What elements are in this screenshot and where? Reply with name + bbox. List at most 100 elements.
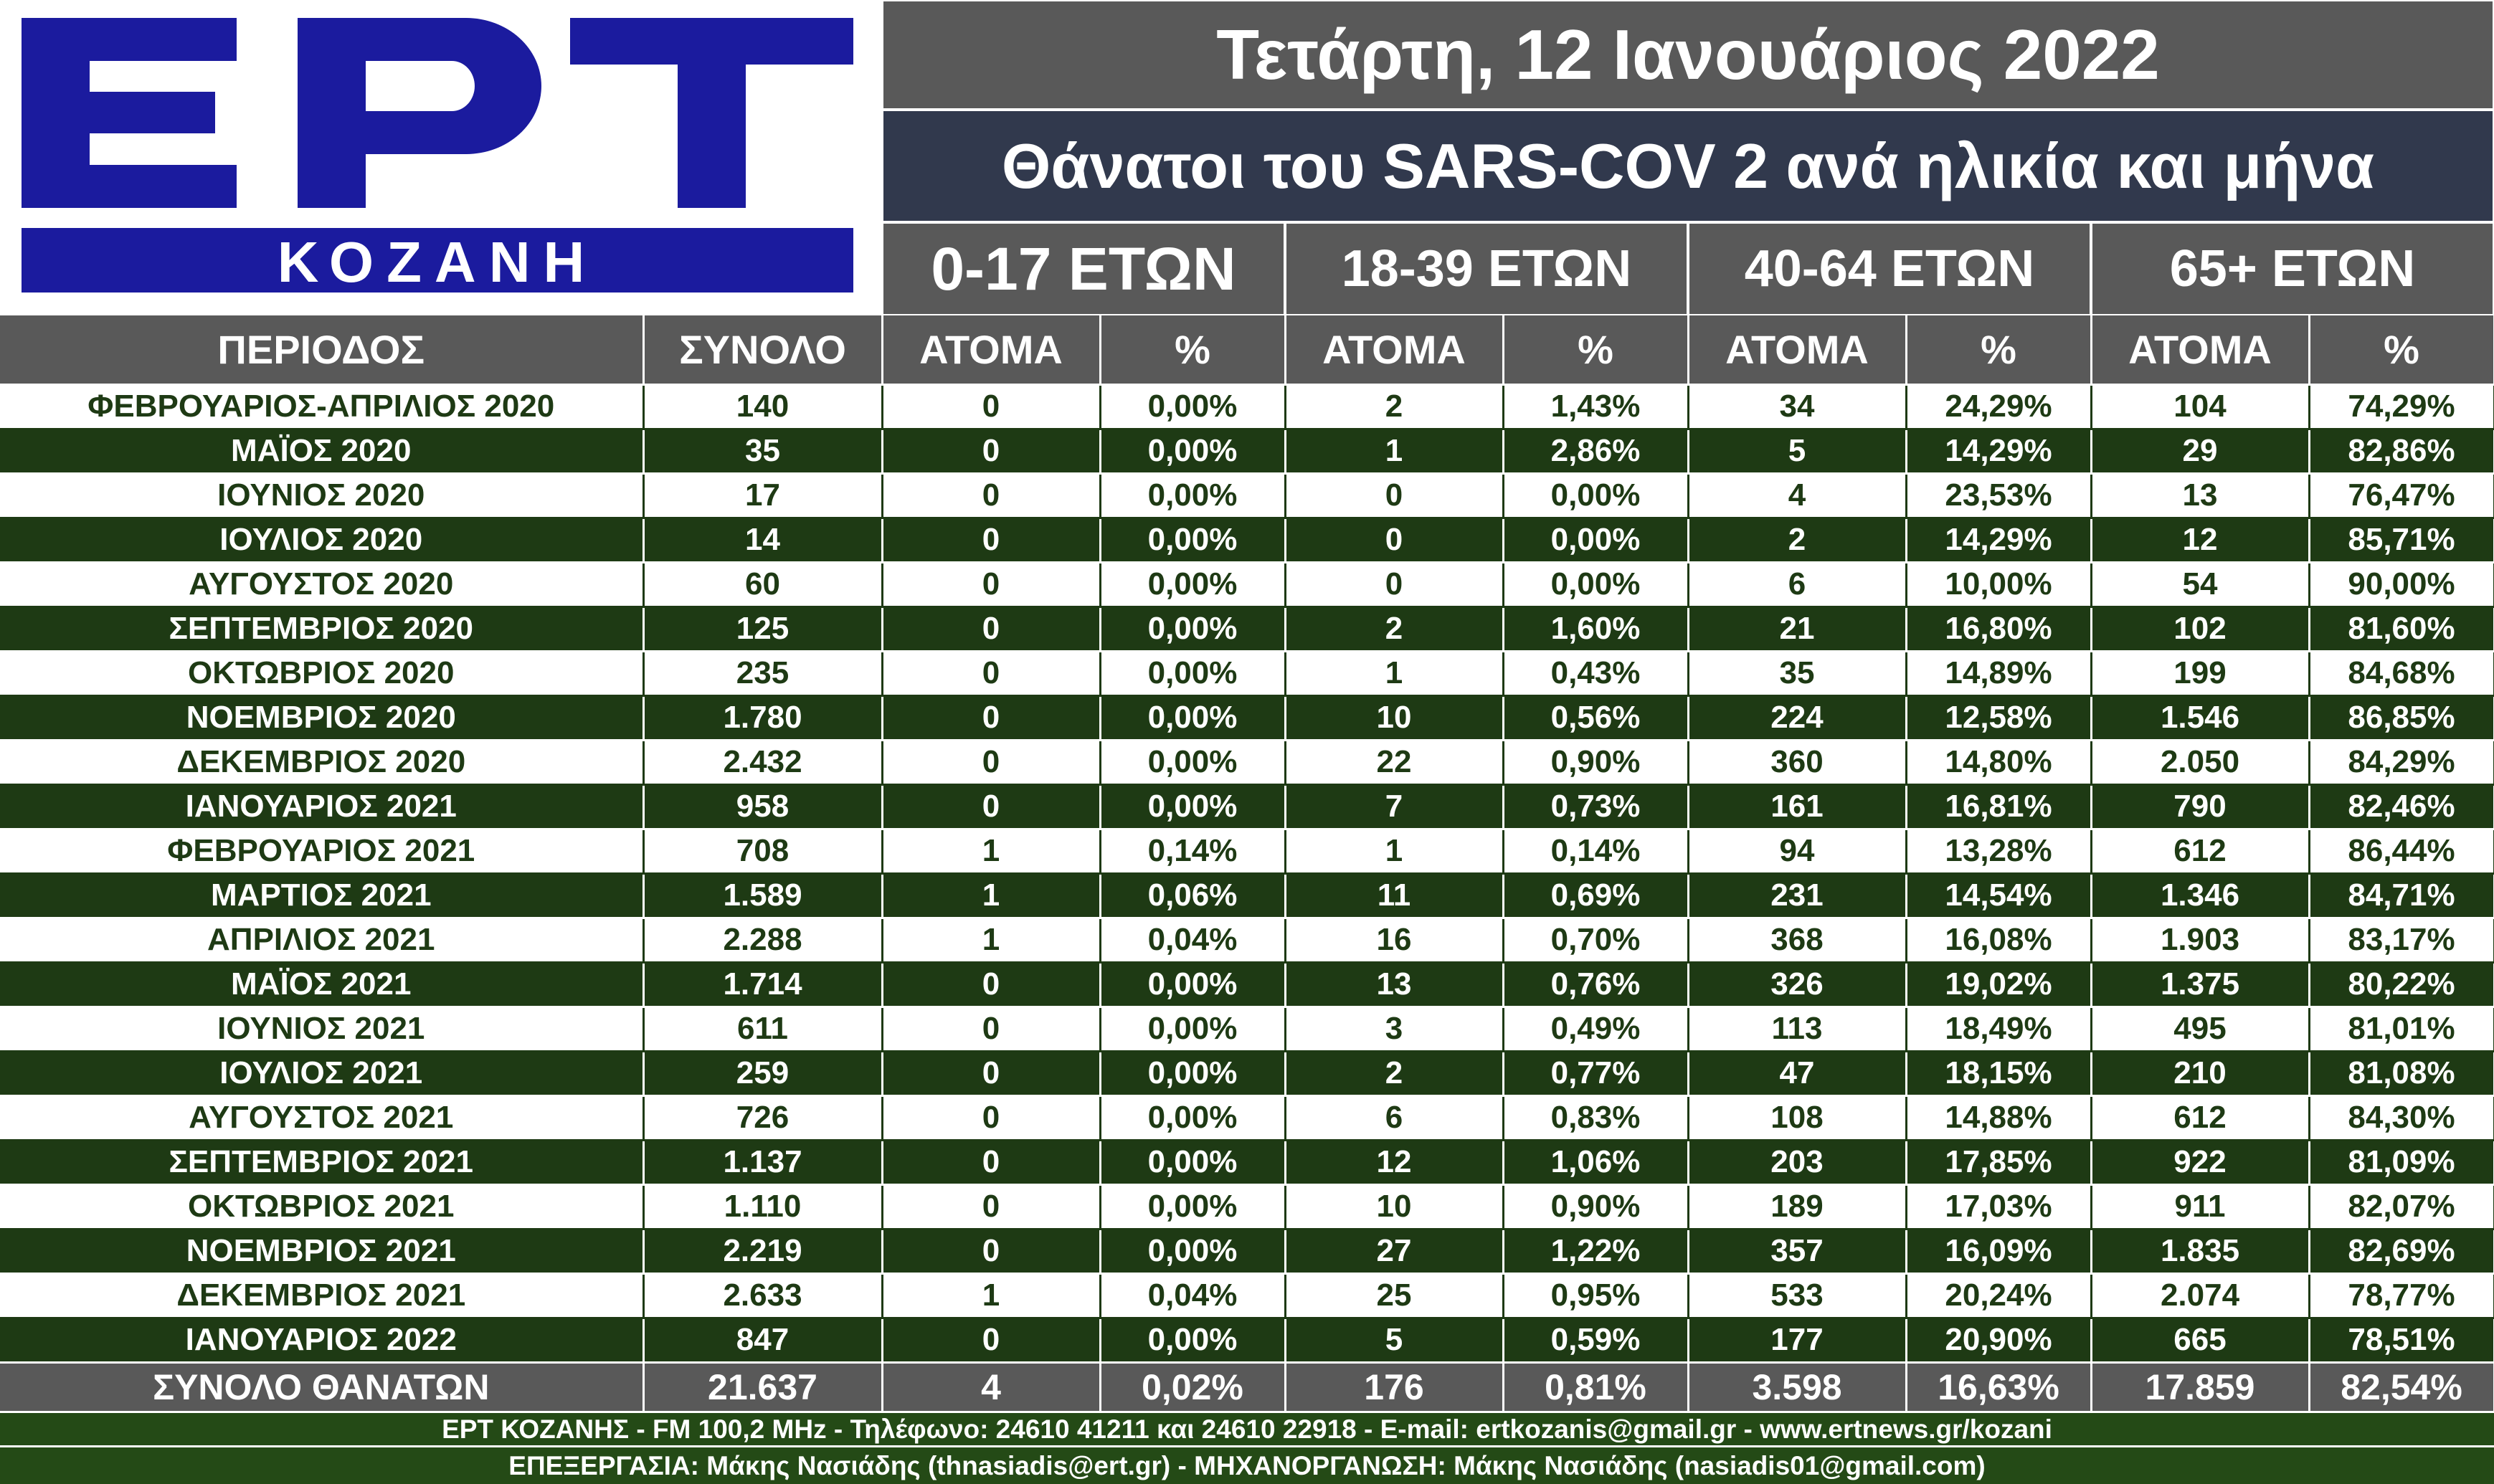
- table-cell: 81,08%: [2309, 1051, 2494, 1097]
- col-header-pct-65-plus: %: [2309, 315, 2494, 386]
- period-cell: ΣΕΠΤΕΜΒΡΙΟΣ 2020: [0, 607, 645, 652]
- table-cell: 14,89%: [1906, 651, 2092, 697]
- table-cell: 0: [882, 429, 1101, 475]
- table-cell: 0,14%: [1100, 829, 1286, 875]
- table-cell: 0,77%: [1503, 1051, 1689, 1097]
- table-cell: 1,06%: [1503, 1140, 1689, 1186]
- table-cell: 25: [1285, 1273, 1504, 1319]
- table-cell: 20,24%: [1906, 1273, 2092, 1319]
- age-group-0-17: 0-17 ΕΤΩΝ: [882, 222, 1285, 315]
- table-cell: 0,90%: [1503, 740, 1689, 786]
- table-cell: 11: [1285, 873, 1504, 919]
- table-cell: 235: [643, 651, 883, 697]
- table-cell: 0,00%: [1100, 740, 1286, 786]
- table-cell: 3: [1285, 1007, 1504, 1052]
- period-cell: ΝΟΕΜΒΡΙΟΣ 2020: [0, 695, 645, 741]
- table-row: ΑΠΡΙΛΙΟΣ 2021 2.288 1 0,04% 16 0,70% 368 16,08%…: [0, 918, 2494, 964]
- table-cell: 0: [1285, 473, 1504, 519]
- table-cell: 16,80%: [1906, 607, 2092, 652]
- table-cell: 1: [1285, 429, 1504, 475]
- table-cell: 0: [882, 1051, 1101, 1097]
- table-cell: 533: [1688, 1273, 1907, 1319]
- table-cell: 357: [1688, 1229, 1907, 1275]
- footer-contact: ΕΡΤ ΚΟΖΑΝΗΣ - FM 100,2 MHz - Τηλέφωνο: 2…: [0, 1411, 2494, 1447]
- totals-cell: 16,63%: [1906, 1362, 2092, 1414]
- table-cell: 2: [1285, 384, 1504, 430]
- table-row: ΑΥΓΟΥΣΤΟΣ 2021 726 0 0,00% 6 0,83% 108 14,88% 61…: [0, 1095, 2494, 1141]
- period-cell: ΣΕΠΤΕΜΒΡΙΟΣ 2021: [0, 1140, 645, 1186]
- table-cell: 74,29%: [2309, 384, 2494, 430]
- table-cell: 83,17%: [2309, 918, 2494, 964]
- table-cell: 0,00%: [1100, 1007, 1286, 1052]
- table-row: ΙΑΝΟΥΑΡΙΟΣ 2022 847 0 0,00% 5 0,59% 177 20,90% 6…: [0, 1318, 2494, 1364]
- table-cell: 0,76%: [1503, 962, 1689, 1008]
- table-cell: 90,00%: [2309, 562, 2494, 608]
- table-cell: 2: [1688, 518, 1907, 563]
- table-cell: 2: [1285, 607, 1504, 652]
- table-row: ΜΑΪΟΣ 2021 1.714 0 0,00% 13 0,76% 326 19,02% 1.3…: [0, 962, 2494, 1008]
- table-cell: 1: [1285, 829, 1504, 875]
- period-cell: ΙΟΥΛΙΟΣ 2021: [0, 1051, 645, 1097]
- table-cell: 24,29%: [1906, 384, 2092, 430]
- table-row: ΔΕΚΕΜΒΡΙΟΣ 2021 2.633 1 0,04% 25 0,95% 533 20,2…: [0, 1273, 2494, 1319]
- logo-sub-text: ΚΟΖΑΝΗ: [278, 230, 598, 294]
- table-cell: 0,00%: [1100, 518, 1286, 563]
- table-cell: 847: [643, 1318, 883, 1364]
- table-cell: 0,00%: [1100, 473, 1286, 519]
- table-cell: 47: [1688, 1051, 1907, 1097]
- table-cell: 0: [882, 1140, 1101, 1186]
- table-row: ΟΚΤΩΒΡΙΟΣ 2021 1.110 0 0,00% 10 0,90% 189 17,03…: [0, 1184, 2494, 1230]
- table-cell: 10: [1285, 695, 1504, 741]
- table-cell: 0,70%: [1503, 918, 1689, 964]
- table-cell: 210: [2091, 1051, 2310, 1097]
- ert-logo-graphic: ΚΟΖΑΝΗ: [0, 0, 882, 315]
- table-cell: 203: [1688, 1140, 1907, 1186]
- table-cell: 16,81%: [1906, 784, 2092, 830]
- table-cell: 0,90%: [1503, 1184, 1689, 1230]
- ert-kozani-logo: ΚΟΖΑΝΗ: [0, 0, 882, 315]
- table-cell: 2.432: [643, 740, 883, 786]
- totals-cell: 17.859: [2091, 1362, 2310, 1414]
- age-group-18-39: 18-39 ΕΤΩΝ: [1285, 222, 1688, 315]
- period-cell: ΙΟΥΝΙΟΣ 2020: [0, 473, 645, 519]
- totals-label: ΣΥΝΟΛΟ ΘΑΝΑΤΩΝ: [0, 1362, 645, 1414]
- table-cell: 17,85%: [1906, 1140, 2092, 1186]
- col-header-count-0-17: ΑΤΟΜΑ: [882, 315, 1101, 386]
- table-cell: 0,00%: [1100, 1184, 1286, 1230]
- table-cell: 13: [2091, 473, 2310, 519]
- table-cell: 78,51%: [2309, 1318, 2494, 1364]
- table-cell: 6: [1688, 562, 1907, 608]
- period-cell: ΙΑΝΟΥΑΡΙΟΣ 2022: [0, 1318, 645, 1364]
- table-cell: 0: [882, 384, 1101, 430]
- age-group-40-64: 40-64 ΕΤΩΝ: [1688, 222, 2091, 315]
- deaths-table: ΠΕΡΙΟΔΟΣ ΣΥΝΟΛΟ ΑΤΟΜΑ % ΑΤΟΜΑ % ΑΤΟΜΑ % …: [0, 315, 2494, 1414]
- table-cell: 78,77%: [2309, 1273, 2494, 1319]
- totals-cell: 0,81%: [1503, 1362, 1689, 1414]
- table-cell: 326: [1688, 962, 1907, 1008]
- table-cell: 0: [882, 518, 1101, 563]
- col-header-count-18-39: ΑΤΟΜΑ: [1285, 315, 1504, 386]
- table-row: ΜΑΪΟΣ 2020 35 0 0,00% 1 2,86% 5 14,29% 29 82,86%: [0, 429, 2494, 475]
- table-cell: 2,86%: [1503, 429, 1689, 475]
- table-cell: 0,43%: [1503, 651, 1689, 697]
- table-cell: 259: [643, 1051, 883, 1097]
- table-cell: 1: [1285, 651, 1504, 697]
- table-cell: 18,15%: [1906, 1051, 2092, 1097]
- period-cell: ΔΕΚΕΜΒΡΙΟΣ 2020: [0, 740, 645, 786]
- table-cell: 22: [1285, 740, 1504, 786]
- table-cell: 1.375: [2091, 962, 2310, 1008]
- table-cell: 0,00%: [1100, 695, 1286, 741]
- table-cell: 86,44%: [2309, 829, 2494, 875]
- table-cell: 81,60%: [2309, 607, 2494, 652]
- table-cell: 18,49%: [1906, 1007, 2092, 1052]
- table-row: ΝΟΕΜΒΡΙΟΣ 2021 2.219 0 0,00% 27 1,22% 357 16,09…: [0, 1229, 2494, 1275]
- table-cell: 0: [882, 695, 1101, 741]
- table-cell: 0,00%: [1100, 1318, 1286, 1364]
- table-cell: 82,46%: [2309, 784, 2494, 830]
- table-cell: 1.780: [643, 695, 883, 741]
- col-header-total: ΣΥΝΟΛΟ: [643, 315, 883, 386]
- table-cell: 10: [1285, 1184, 1504, 1230]
- table-cell: 958: [643, 784, 883, 830]
- table-cell: 0,73%: [1503, 784, 1689, 830]
- table-cell: 0: [882, 1095, 1101, 1141]
